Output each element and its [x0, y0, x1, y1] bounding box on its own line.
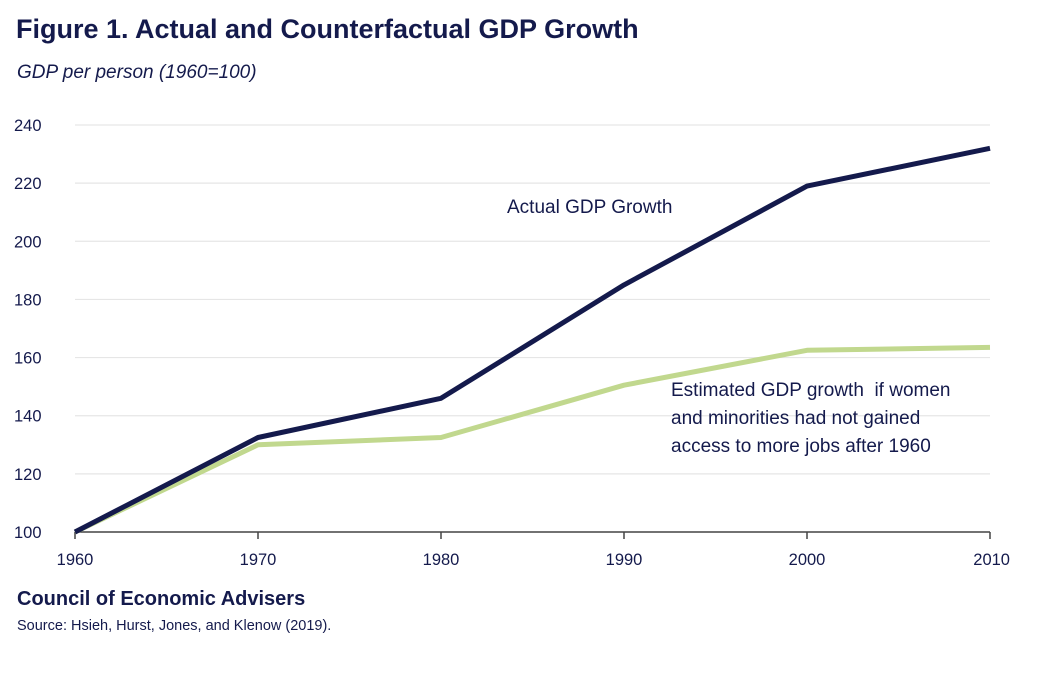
- y-tick-label: 240: [14, 117, 42, 135]
- organization-label: Council of Economic Advisers: [17, 588, 306, 610]
- x-axis: 1960 1970 1980 1990 2000 2010: [57, 531, 1010, 569]
- counterfactual-gdp-line: [73, 344, 991, 535]
- y-tick-label: 100: [14, 524, 42, 542]
- y-tick-label: 220: [14, 175, 42, 193]
- annotations: Actual GDP Growth Estimated GDP growth if…: [507, 197, 950, 457]
- x-tick-label: 2010: [973, 551, 1010, 569]
- gridlines: [75, 124, 990, 475]
- chart-subtitle: GDP per person (1960=100): [17, 62, 257, 83]
- x-tick-label: 1980: [423, 551, 460, 569]
- actual-gdp-line: [73, 145, 991, 535]
- actual-series-label: Actual GDP Growth: [507, 197, 672, 218]
- y-tick-label: 160: [14, 350, 42, 368]
- chart-title: Figure 1. Actual and Counterfactual GDP …: [16, 14, 639, 44]
- y-axis-tick-labels: 100 120 140 160 180 200 220 240: [14, 117, 42, 542]
- y-tick-label: 180: [14, 291, 42, 309]
- counterfactual-series-label: and minorities had not gained: [671, 408, 920, 429]
- y-tick-label: 200: [14, 233, 42, 251]
- x-tick-label: 2000: [789, 551, 826, 569]
- counterfactual-series-label: Estimated GDP growth if women: [671, 380, 950, 401]
- y-tick-label: 140: [14, 408, 42, 426]
- x-tick-label: 1970: [240, 551, 277, 569]
- counterfactual-series-label: access to more jobs after 1960: [671, 436, 931, 457]
- y-tick-label: 120: [14, 466, 42, 484]
- source-note: Source: Hsieh, Hurst, Jones, and Klenow …: [17, 618, 332, 634]
- x-tick-label: 1990: [606, 551, 643, 569]
- x-tick-label: 1960: [57, 551, 94, 569]
- series-lines: [73, 145, 991, 535]
